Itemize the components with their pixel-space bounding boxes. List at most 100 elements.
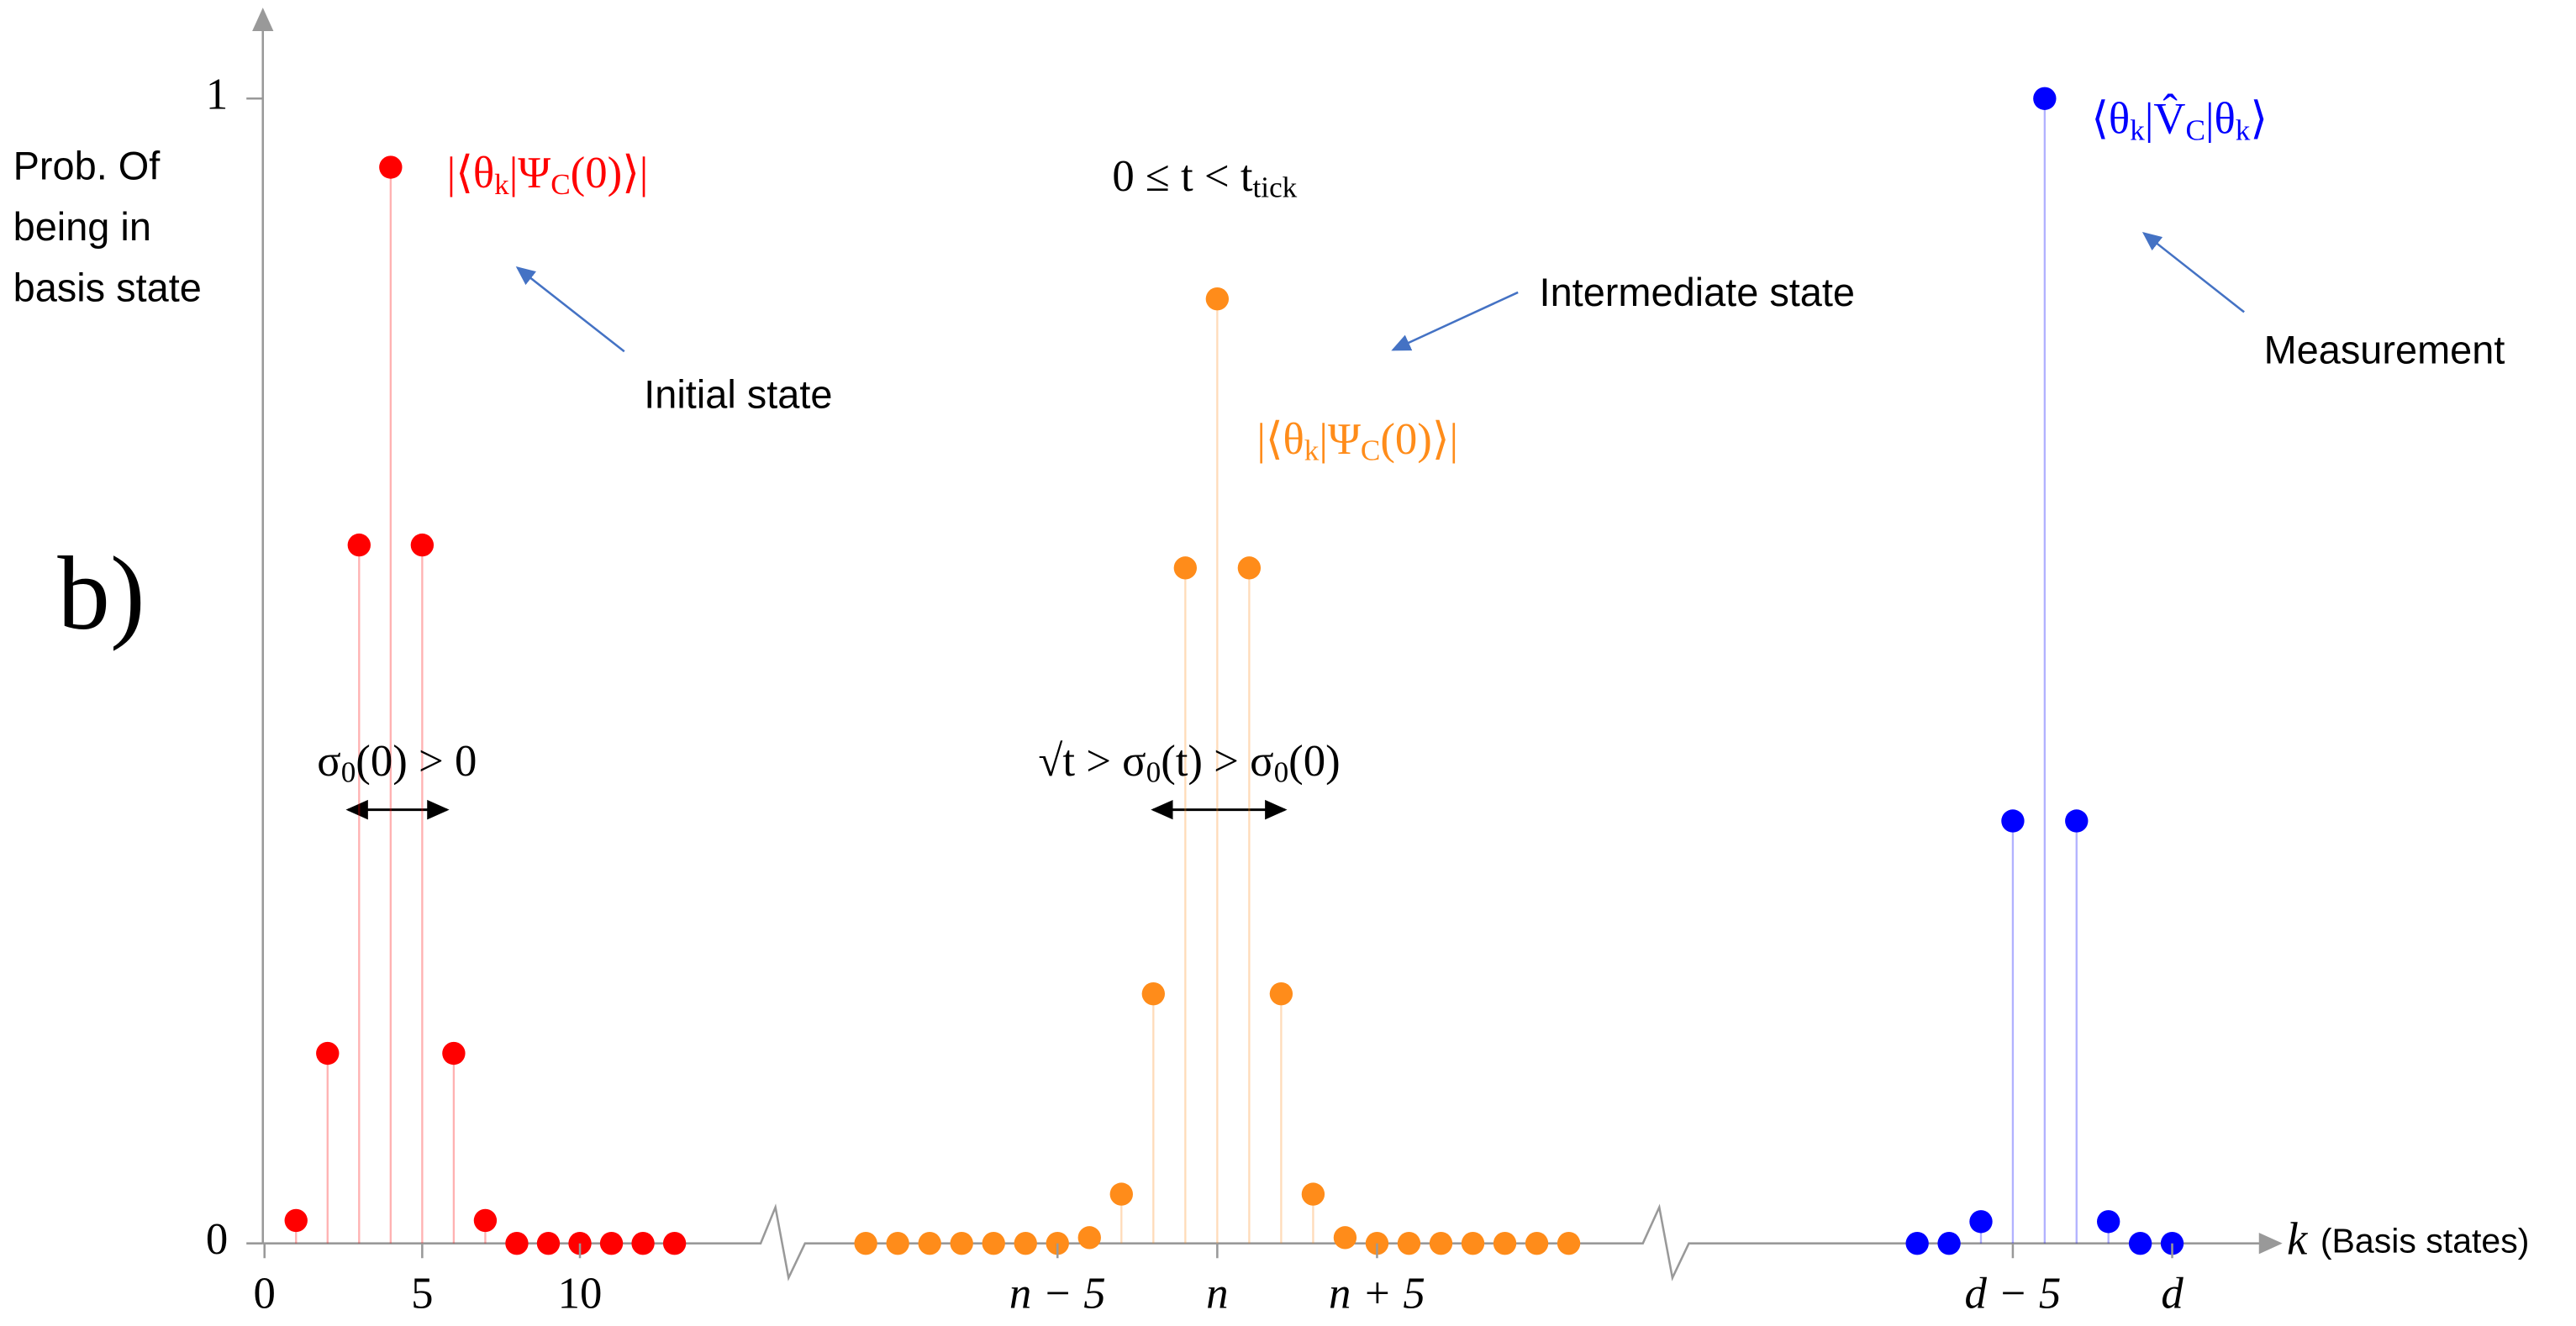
point [1237, 556, 1262, 580]
point [2128, 1231, 2152, 1255]
series-label: |⟨θk|ΨC(0)⟩| [447, 149, 649, 201]
y-axis-label: being in [13, 205, 151, 249]
text-part: √t > σ [1038, 737, 1146, 786]
annotation: Initial state [644, 372, 832, 416]
chart-title: 0 ≤ t < ttick [1112, 152, 1297, 204]
x-tick-label: d − 5 [1965, 1269, 2062, 1318]
subscript: C [550, 168, 570, 201]
subscript: tick [1253, 171, 1298, 204]
point [886, 1231, 909, 1255]
arrow [1391, 291, 1519, 351]
x-label-text: (Basis states) [2321, 1222, 2530, 1260]
point [1525, 1231, 1549, 1255]
x-axis-label: k (Basis states) [2287, 1213, 2529, 1264]
text-part: (0)⟩| [571, 149, 649, 197]
point [473, 1208, 498, 1233]
point [379, 155, 403, 179]
point [442, 1041, 466, 1066]
annotation-arrows [515, 231, 2245, 353]
subscript: k [1304, 434, 1320, 467]
point [1429, 1231, 1453, 1255]
x-tick-label: 10 [558, 1269, 603, 1318]
point [505, 1231, 529, 1255]
point [1461, 1231, 1485, 1255]
point [1141, 981, 1165, 1006]
text-part: (0) > 0 [356, 737, 477, 786]
text-part: 0 ≤ t < t [1112, 152, 1253, 201]
text-part: σ [317, 737, 340, 786]
subscript: k [2236, 113, 2251, 146]
point [1109, 1182, 1133, 1206]
text-part: (0) [1288, 737, 1341, 786]
point [284, 1208, 308, 1233]
point [1397, 1231, 1421, 1255]
text-part: ⟨θ [2091, 95, 2130, 144]
annotation: Intermediate state [1540, 271, 1855, 314]
point [918, 1231, 941, 1255]
point [950, 1231, 973, 1255]
spread-label: σ0(0) > 0 [317, 737, 477, 789]
subscript: k [494, 168, 509, 201]
point [1969, 1210, 1993, 1234]
x-tick-label: 0 [254, 1269, 276, 1318]
subscript: 0 [1274, 756, 1289, 789]
y-axis-label: basis state [13, 266, 202, 309]
text-part: |Ψ [1319, 415, 1361, 464]
point [316, 1041, 340, 1066]
point [1205, 287, 1230, 311]
x-tick-label: n − 5 [1009, 1269, 1106, 1318]
point [599, 1231, 624, 1255]
point [662, 1231, 687, 1255]
y-tick-label: 0 [206, 1215, 228, 1264]
point [1905, 1231, 1929, 1255]
subscript: C [1361, 434, 1380, 467]
point [347, 533, 371, 557]
point [1014, 1231, 1037, 1255]
text-part: ⟩ [2250, 95, 2268, 144]
x-label-symbol: k [2287, 1213, 2309, 1264]
point [536, 1231, 561, 1255]
y-tick-label: 1 [206, 70, 228, 118]
y-axis-label: Prob. Of [13, 145, 161, 188]
x-axis [262, 1203, 2283, 1281]
x-tick-label: n + 5 [1329, 1269, 1425, 1318]
subscript: 0 [341, 756, 356, 789]
x-tick-label: 5 [411, 1269, 433, 1318]
text-part: |⟨θ [1256, 415, 1304, 464]
text-part: |Ψ [509, 149, 551, 197]
panel-label: b) [57, 536, 145, 652]
text-part: (0)⟩| [1380, 415, 1458, 464]
point [1557, 1231, 1581, 1255]
point [631, 1231, 655, 1255]
point [2065, 809, 2089, 833]
x-tick-label: n [1206, 1269, 1228, 1318]
spread-label: √t > σ0(t) > σ0(0) [1038, 737, 1340, 789]
point [982, 1231, 1005, 1255]
text-part: |⟨θ [447, 149, 494, 197]
point [1493, 1231, 1517, 1255]
point [1077, 1226, 1101, 1250]
series-label: |⟨θk|ΨC(0)⟩| [1256, 415, 1458, 467]
point [2097, 1210, 2120, 1234]
annotation: Measurement [2264, 329, 2505, 372]
series-label: ⟨θk|V̂C|θk⟩ [2091, 93, 2268, 146]
axes [252, 8, 2283, 1281]
point [854, 1231, 877, 1255]
point [1937, 1231, 1961, 1255]
point [1301, 1182, 1325, 1206]
point [410, 533, 435, 557]
point [2033, 87, 2057, 110]
subscript: C [2185, 113, 2205, 146]
arrow [2141, 231, 2245, 313]
arrow [515, 266, 625, 353]
text-part: (t) > σ [1161, 737, 1273, 786]
point [1173, 556, 1198, 580]
point [2001, 809, 2025, 833]
subscript: 0 [1146, 756, 1162, 789]
text-part: |V̂ [2145, 93, 2186, 143]
subscript: k [2130, 113, 2145, 146]
point [1333, 1226, 1357, 1250]
x-tick-label: d [2161, 1269, 2184, 1318]
